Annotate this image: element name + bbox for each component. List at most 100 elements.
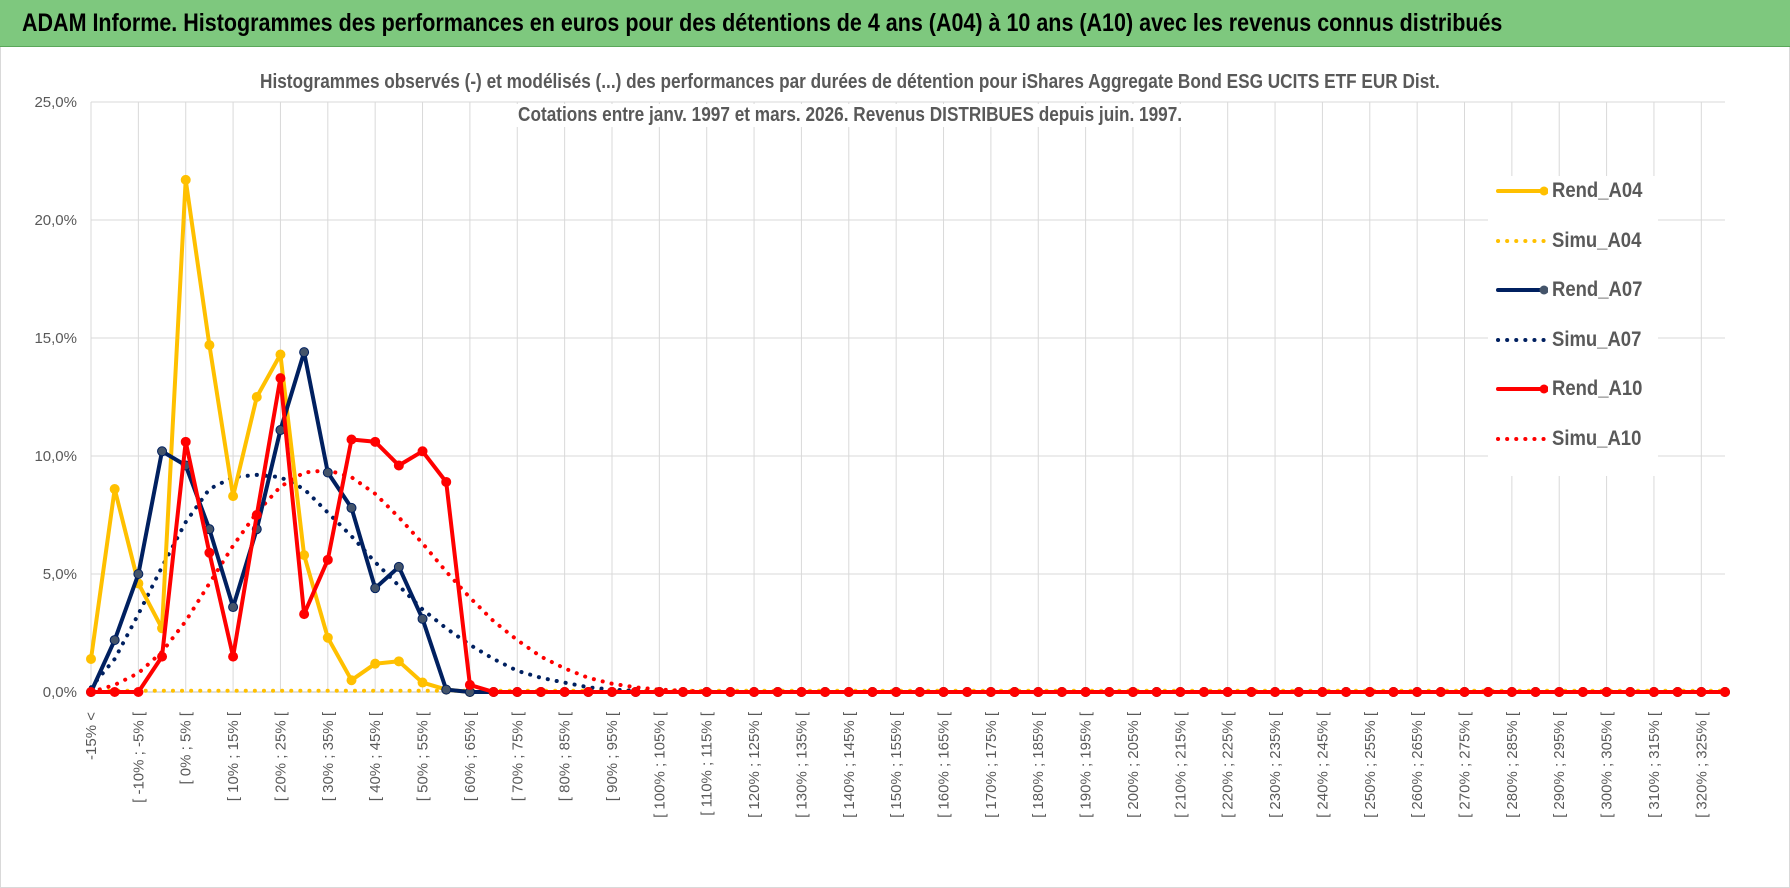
y-tick-label: 10,0%	[34, 448, 77, 465]
x-tick-label: [ 240% ; 245% [	[1314, 711, 1331, 818]
point-Rend_A04	[393, 656, 404, 667]
x-tick-label: [ 0% ; 5% [	[178, 711, 195, 784]
point-Rend_A10	[1601, 687, 1612, 697]
point-Rend_A10	[1364, 687, 1375, 697]
x-tick-label: [ 300% ; 305% [	[1599, 711, 1616, 818]
point-Rend_A10	[1506, 687, 1517, 697]
series-line-Simu_A10	[89, 468, 1727, 694]
point-Rend_A04	[417, 677, 428, 688]
point-Rend_A10	[796, 687, 807, 697]
series-line-Rend_A10	[89, 376, 1727, 694]
point-Rend_A10	[86, 687, 96, 697]
point-Rend_A10	[1293, 687, 1304, 697]
x-tick-label: [ 100% ; 105% [	[651, 711, 668, 818]
x-tick-label: [ 140% ; 145% [	[841, 711, 858, 818]
legend-item: Simu_A07	[1488, 325, 1658, 355]
point-Rend_A10	[630, 687, 641, 697]
legend-item: Rend_A10	[1488, 374, 1658, 404]
point-Rend_A10	[606, 687, 617, 697]
x-tick-label: [ 210% ; 215% [	[1172, 711, 1189, 818]
x-tick-label: [ 70% ; 75% [	[509, 711, 526, 801]
point-Rend_A10	[251, 510, 262, 520]
legend-item: Simu_A04	[1488, 226, 1658, 256]
x-tick-label: [ 50% ; 55% [	[415, 711, 432, 801]
point-Rend_A10	[488, 687, 499, 697]
point-Rend_A10	[749, 687, 760, 697]
legend-swatch	[1496, 186, 1548, 196]
point-Rend_A10	[559, 687, 570, 697]
point-Rend_A10	[393, 460, 404, 471]
x-tick-label: [ 150% ; 155% [	[888, 711, 905, 818]
point-Rend_A04	[86, 653, 96, 664]
point-Rend_A10	[1577, 687, 1588, 697]
y-tick-label: 25,0%	[34, 94, 77, 111]
point-Rend_A04	[204, 340, 215, 351]
point-Rend_A04	[299, 550, 310, 561]
point-Rend_A10	[1246, 687, 1257, 697]
point-Rend_A07	[133, 569, 144, 579]
x-tick-label: [ 170% ; 175% [	[983, 711, 1000, 818]
point-Rend_A07	[441, 684, 452, 695]
point-Rend_A10	[535, 687, 546, 697]
x-tick-label: [ 20% ; 25% [	[272, 711, 289, 801]
point-Rend_A07	[346, 502, 357, 513]
point-Rend_A10	[725, 687, 736, 697]
point-Rend_A10	[1317, 687, 1328, 697]
series-lines	[86, 174, 1730, 697]
x-tick-label: [ 220% ; 225% [	[1220, 711, 1237, 818]
point-Rend_A10	[1009, 687, 1020, 697]
legend-label: Simu_A07	[1552, 327, 1642, 351]
point-Rend_A10	[820, 687, 831, 697]
x-tick-label: [ 160% ; 165% [	[936, 711, 953, 818]
point-Rend_A10	[1270, 687, 1281, 697]
point-Rend_A10	[1554, 687, 1565, 697]
point-Rend_A10	[1388, 687, 1399, 697]
x-tick-label: [ 80% ; 85% [	[557, 711, 574, 801]
legend-label: Rend_A07	[1552, 278, 1643, 301]
x-tick-label: [ 40% ; 45% [	[367, 711, 384, 801]
point-Rend_A10	[204, 547, 215, 558]
point-Rend_A10	[157, 651, 168, 662]
point-Rend_A04	[370, 658, 381, 669]
point-Rend_A07	[417, 613, 428, 624]
point-Rend_A10	[1199, 687, 1210, 697]
legend-swatch	[1496, 436, 1546, 441]
point-Rend_A10	[678, 687, 689, 697]
point-Rend_A10	[1483, 687, 1494, 697]
legend-item: Rend_A07	[1488, 275, 1658, 305]
x-tick-label: -15% <	[83, 712, 100, 760]
point-Rend_A10	[1625, 687, 1636, 697]
x-tick-label: [ 180% ; 185% [	[1030, 711, 1047, 818]
point-Rend_A10	[275, 373, 286, 384]
point-Rend_A10	[1080, 687, 1091, 697]
x-tick-label: [ 280% ; 285% [	[1504, 711, 1521, 818]
x-tick-label: [ 260% ; 265% [	[1409, 711, 1426, 818]
point-Rend_A07	[370, 583, 381, 594]
point-Rend_A10	[370, 436, 381, 447]
chart-title-text: Histogrammes observés (-) et modélisés (…	[256, 71, 1444, 94]
chart-title: Histogrammes observés (-) et modélisés (…	[0, 71, 1700, 94]
point-Rend_A10	[583, 687, 594, 697]
x-tick-label: [ 30% ; 35% [	[320, 711, 337, 801]
point-Rend_A10	[867, 687, 878, 697]
point-Rend_A10	[985, 687, 996, 697]
point-Rend_A10	[1341, 687, 1352, 697]
point-Rend_A04	[228, 491, 239, 502]
point-Rend_A10	[417, 446, 428, 457]
point-Rend_A10	[1056, 687, 1067, 697]
point-Rend_A04	[109, 484, 120, 495]
point-Rend_A10	[299, 609, 310, 620]
point-Rend_A10	[1435, 687, 1446, 697]
point-Rend_A10	[1151, 687, 1162, 697]
point-Rend_A10	[1720, 687, 1730, 697]
legend-swatch	[1496, 337, 1546, 342]
x-tick-label: [ 310% ; 315% [	[1646, 711, 1663, 818]
point-Rend_A10	[701, 687, 712, 697]
point-Rend_A10	[109, 687, 120, 697]
legend-label: Simu_A10	[1552, 426, 1642, 450]
x-tick-label: [ 200% ; 205% [	[1125, 711, 1142, 818]
point-Rend_A10	[346, 434, 357, 445]
legend-swatch	[1496, 384, 1548, 394]
legend-label: Rend_A10	[1552, 377, 1643, 400]
point-Rend_A10	[512, 687, 523, 697]
